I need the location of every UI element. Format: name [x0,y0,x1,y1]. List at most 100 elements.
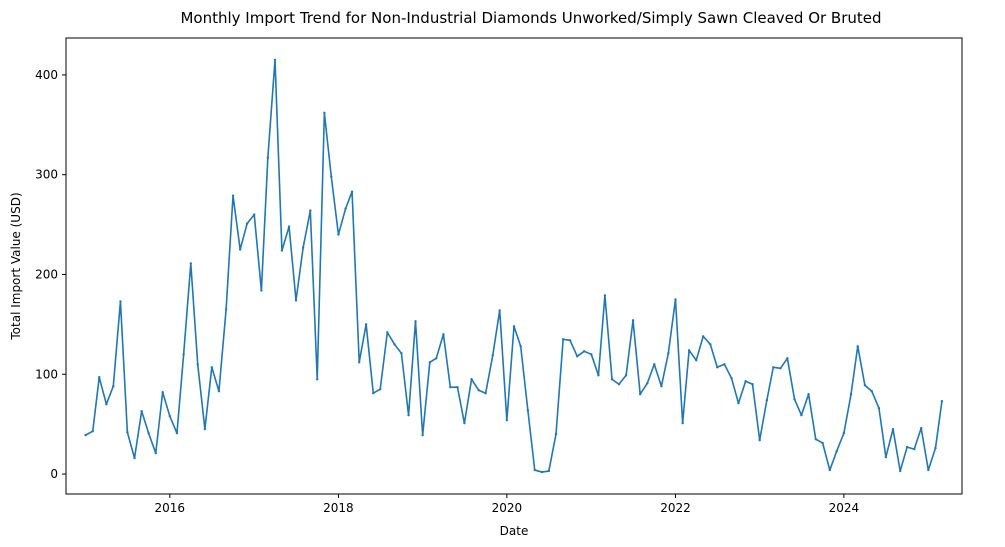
x-tick-label: 2018 [323,501,354,515]
data-point [772,366,775,369]
data-point [568,339,572,342]
data-point [414,320,417,323]
data-point [435,357,438,360]
data-point [407,413,410,417]
data-point [927,468,930,472]
data-point [597,374,600,377]
data-point [891,427,895,431]
data-point [133,456,136,460]
data-point [681,421,684,425]
data-point [309,209,312,212]
data-point [807,393,810,396]
x-tick-label: 2022 [660,501,691,515]
data-point [330,175,333,178]
data-point [231,194,235,197]
data-point [91,429,94,433]
data-point [856,345,859,348]
data-point [175,431,179,435]
data-point [779,367,782,370]
data-point [393,343,396,346]
data-point [364,323,368,326]
data-point [519,345,522,348]
data-point [203,427,207,431]
data-point [744,380,747,383]
data-point [646,382,649,385]
data-point [428,361,431,364]
data-point [463,421,466,425]
data-point [631,319,635,322]
data-point [863,384,867,387]
data-point [884,455,888,459]
data-point [701,335,705,338]
data-point [337,233,340,236]
data-point [119,300,122,303]
x-tick-label: 2024 [829,501,860,515]
data-point [849,393,853,396]
data-point [147,431,150,435]
data-point [344,207,347,210]
data-point [105,402,108,406]
data-point [449,386,452,389]
data-point [84,433,87,437]
data-point [126,430,129,434]
data-point [554,432,558,436]
x-tick-label: 2016 [155,501,186,515]
data-point [898,469,902,473]
data-point [786,357,789,360]
data-point [919,426,923,430]
data-point [590,353,593,356]
data-point [323,111,326,115]
data-point [533,468,536,472]
data-point [260,289,263,292]
data-point [161,391,164,394]
data-point [737,401,740,405]
data-point [793,398,796,401]
data-point [378,388,382,391]
plot-area [65,37,963,495]
data-point [456,386,459,389]
data-point [470,378,473,381]
y-tick-label: 400 [35,68,58,82]
data-point [505,418,509,422]
data-point [224,308,228,311]
y-tick-label: 300 [35,168,58,182]
data-point [182,353,185,356]
data-point [723,363,726,366]
data-point [189,262,193,265]
data-point [905,445,909,449]
data-point [498,309,501,312]
data-point [835,449,838,453]
data-point [751,383,754,386]
x-tick-label: 2020 [492,501,523,515]
data-point [610,378,614,381]
data-point [98,376,101,379]
data-point [168,414,172,418]
y-tick-label: 200 [35,267,58,281]
data-point [400,352,403,355]
data-point [140,409,143,413]
data-point [821,441,824,445]
data-point [842,431,846,435]
data-point [913,447,916,451]
data-point [582,350,586,353]
data-point [800,413,803,417]
data-point [561,338,565,341]
data-point [709,343,712,346]
data-point [695,359,698,362]
data-point [934,446,937,450]
data-point [576,355,579,358]
y-axis: 0 100 200 300 400 [35,68,66,481]
data-point [877,406,881,410]
data-point [280,249,284,252]
data-point [660,385,663,388]
data-point [624,374,628,377]
data-point [316,378,319,381]
x-axis: 2016 2018 2020 2022 2024 [155,494,860,515]
data-point [547,469,551,473]
data-point [245,222,249,225]
data-point [940,400,944,403]
data-point [372,392,375,395]
data-point [273,58,277,62]
